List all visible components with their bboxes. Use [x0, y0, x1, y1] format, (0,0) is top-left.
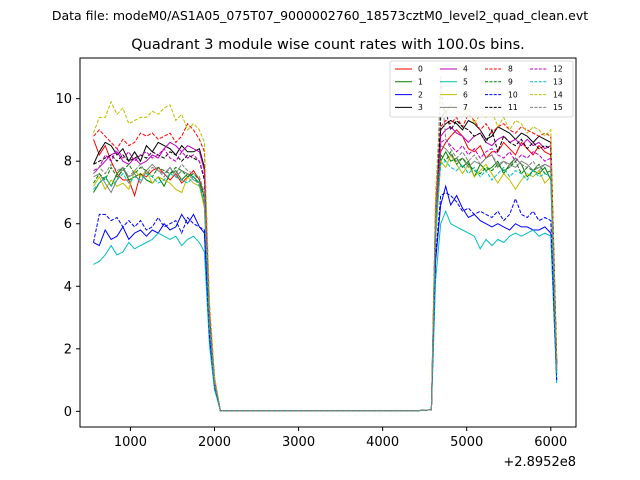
series-line-15 [93, 76, 558, 412]
x-tick-label: 4000 [366, 435, 399, 450]
series-line-10 [93, 191, 558, 412]
x-tick-label: 6000 [534, 435, 567, 450]
legend-label-15: 15 [553, 103, 563, 112]
x-tick-label: 3000 [282, 435, 315, 450]
y-tick-label: 4 [64, 280, 72, 295]
legend-label-14: 14 [553, 90, 563, 99]
series-line-9 [93, 150, 558, 412]
y-tick-label: 10 [55, 92, 72, 107]
legend-label-8: 8 [508, 65, 513, 74]
legend-label-6: 6 [463, 90, 468, 99]
y-tick-label: 0 [64, 405, 72, 420]
legend-frame [389, 60, 574, 118]
figure-suptitle: Data file: modeM0/AS1A05_075T07_90000027… [52, 8, 588, 23]
legend-label-3: 3 [418, 103, 423, 112]
y-tick-label: 8 [64, 155, 72, 170]
legend-label-1: 1 [418, 78, 423, 87]
x-tick-label: 1000 [114, 435, 147, 450]
series-line-12 [93, 138, 558, 412]
chart-title: Quadrant 3 module wise count rates with … [131, 37, 525, 53]
series-layer [93, 76, 558, 412]
series-line-6 [93, 153, 558, 412]
legend-label-13: 13 [553, 78, 563, 87]
plot-area-frame [79, 57, 577, 428]
x-tick-label: 5000 [450, 435, 483, 450]
series-line-8 [93, 113, 558, 412]
series-line-3 [93, 119, 558, 412]
series-line-13 [93, 160, 558, 412]
y-tick-label: 2 [64, 342, 72, 357]
series-line-7 [93, 144, 558, 412]
series-line-5 [93, 209, 558, 412]
x-tick-label: 2000 [198, 435, 231, 450]
legend-label-5: 5 [463, 78, 468, 87]
series-line-2 [93, 184, 558, 412]
legend-label-2: 2 [418, 90, 423, 99]
legend-label-12: 12 [553, 65, 563, 74]
legend-label-7: 7 [463, 103, 468, 112]
series-line-1 [93, 150, 558, 412]
axis-ticks: 1000 2000 3000 4000 5000 6000 0 2 4 6 8 10 [55, 92, 567, 450]
x-offset-label: +2.8952e8 [503, 455, 576, 470]
legend-label-11: 11 [508, 103, 518, 112]
legend-label-9: 9 [508, 78, 513, 87]
legend-label-0: 0 [418, 65, 423, 74]
y-tick-label: 6 [64, 217, 72, 232]
legend-label-10: 10 [508, 90, 518, 99]
legend-label-4: 4 [463, 65, 468, 74]
